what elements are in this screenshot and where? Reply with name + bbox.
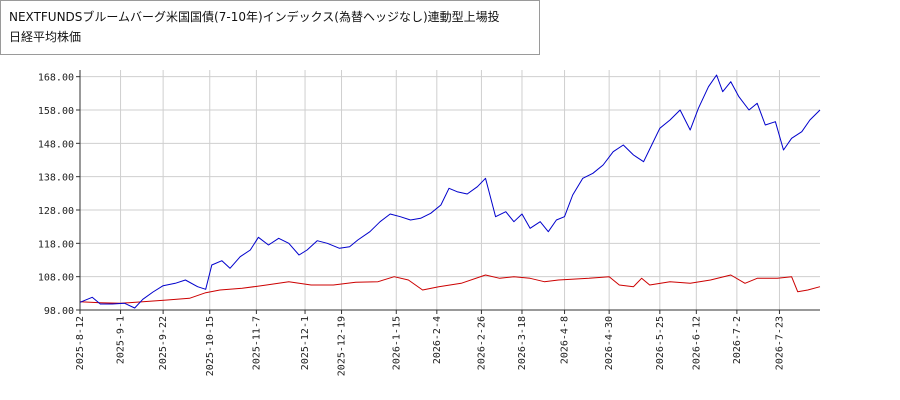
x-tick-label: 2026-2-26 [476, 316, 487, 370]
x-tick-label: 2026-7-23 [774, 316, 785, 370]
y-tick-label: 118.00 [38, 239, 74, 250]
y-tick-label: 168.00 [38, 73, 74, 84]
x-tick-label: 2026-4-30 [604, 316, 615, 370]
x-tick-label: 2025-8-12 [75, 316, 86, 370]
x-tick-label: 2026-2-4 [432, 316, 443, 364]
y-tick-label: 138.00 [38, 173, 74, 184]
x-tick-label: 2025-9-22 [158, 316, 169, 370]
y-tick-label: 128.00 [38, 206, 74, 217]
x-tick-label: 2026-3-18 [517, 316, 528, 370]
x-tick-label: 2025-11-7 [251, 316, 262, 370]
y-tick-label: 148.00 [38, 139, 74, 150]
series-line-nikkei [79, 274, 821, 304]
y-tick-label: 108.00 [38, 273, 74, 284]
chart-legend: NEXTFUNDSブルームバーグ米国国債(7-10年)インデックス(為替ヘッジな… [0, 0, 540, 55]
x-tick-label: 2026-6-12 [691, 316, 702, 370]
series-line-etf [79, 74, 821, 309]
y-tick-label: 98.00 [44, 306, 74, 317]
legend-series-a-label: NEXTFUNDSブルームバーグ米国国債(7-10年)インデックス(為替ヘッジな… [9, 10, 500, 24]
x-tick-label: 2025-12-19 [337, 316, 348, 376]
x-tick-label: 2026-7-2 [732, 316, 743, 364]
x-tick-label: 2025-12-1 [300, 316, 311, 370]
x-tick-label: 2025-10-15 [205, 316, 216, 376]
legend-series-b-label: 日経平均株価 [9, 30, 82, 44]
x-tick-label: 2026-1-15 [391, 316, 402, 370]
x-tick-label: 2025-9-1 [116, 316, 127, 364]
y-tick-label: 158.00 [38, 106, 74, 117]
x-tick-label: 2026-5-25 [655, 316, 666, 370]
x-tick-label: 2026-4-8 [560, 316, 571, 364]
